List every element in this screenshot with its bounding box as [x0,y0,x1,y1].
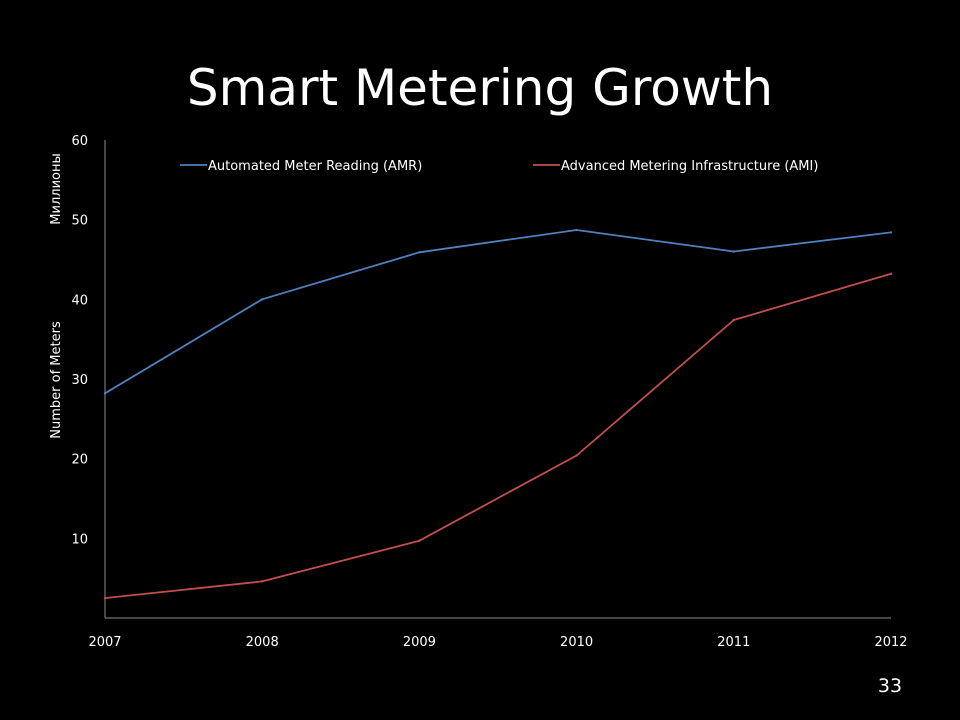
amr-data-point [889,231,893,234]
x-tick-label: 2008 [246,635,279,650]
y-axis-label: Number of Meters [49,321,64,439]
amr-data-point [261,298,264,301]
y-tick-label: 50 [71,214,88,229]
ami-data-point [889,272,893,276]
ami-data-point [103,596,107,600]
x-tick-label: 2012 [874,635,907,650]
ami-data-point [261,580,264,583]
chart-axes [104,140,891,619]
y-tick-label: 20 [71,453,88,468]
x-tick-label: 2011 [717,635,750,650]
x-tick-label: 2007 [88,635,121,650]
y-tick-label: 60 [71,134,88,149]
ami-data-point [732,318,735,322]
amr-data-point [575,228,578,232]
ami-data-point [575,454,578,457]
y-axis-ticks: 10 20 30 40 50 60 [71,134,88,547]
legend-label: Automated Meter Reading (AMR) [208,159,422,174]
y-tick-label: 40 [71,293,88,308]
slide-title: Smart Metering Growth [186,59,774,117]
x-tick-label: 2009 [403,635,436,650]
amr-data-point [418,251,421,254]
x-axis-ticks: 2007 2008 2009 2010 2011 2012 [88,635,907,650]
amr-data-point [732,250,735,253]
amr-data-point [103,392,107,395]
ami-data-point [418,539,421,542]
ami-series-line [104,272,892,599]
series-lines [103,228,893,600]
y-axis-unit-label: Миллионы [49,153,64,224]
amr-series-line [104,229,892,395]
chart-legend: Automated Meter Reading (AMR) Advanced Me… [180,159,818,174]
y-tick-label: 10 [71,532,88,547]
legend-label: Advanced Metering Infrastructure (AMI) [561,159,818,174]
x-tick-label: 2010 [560,635,593,650]
y-tick-label: 30 [71,373,88,388]
page-number: 33 [877,675,903,697]
